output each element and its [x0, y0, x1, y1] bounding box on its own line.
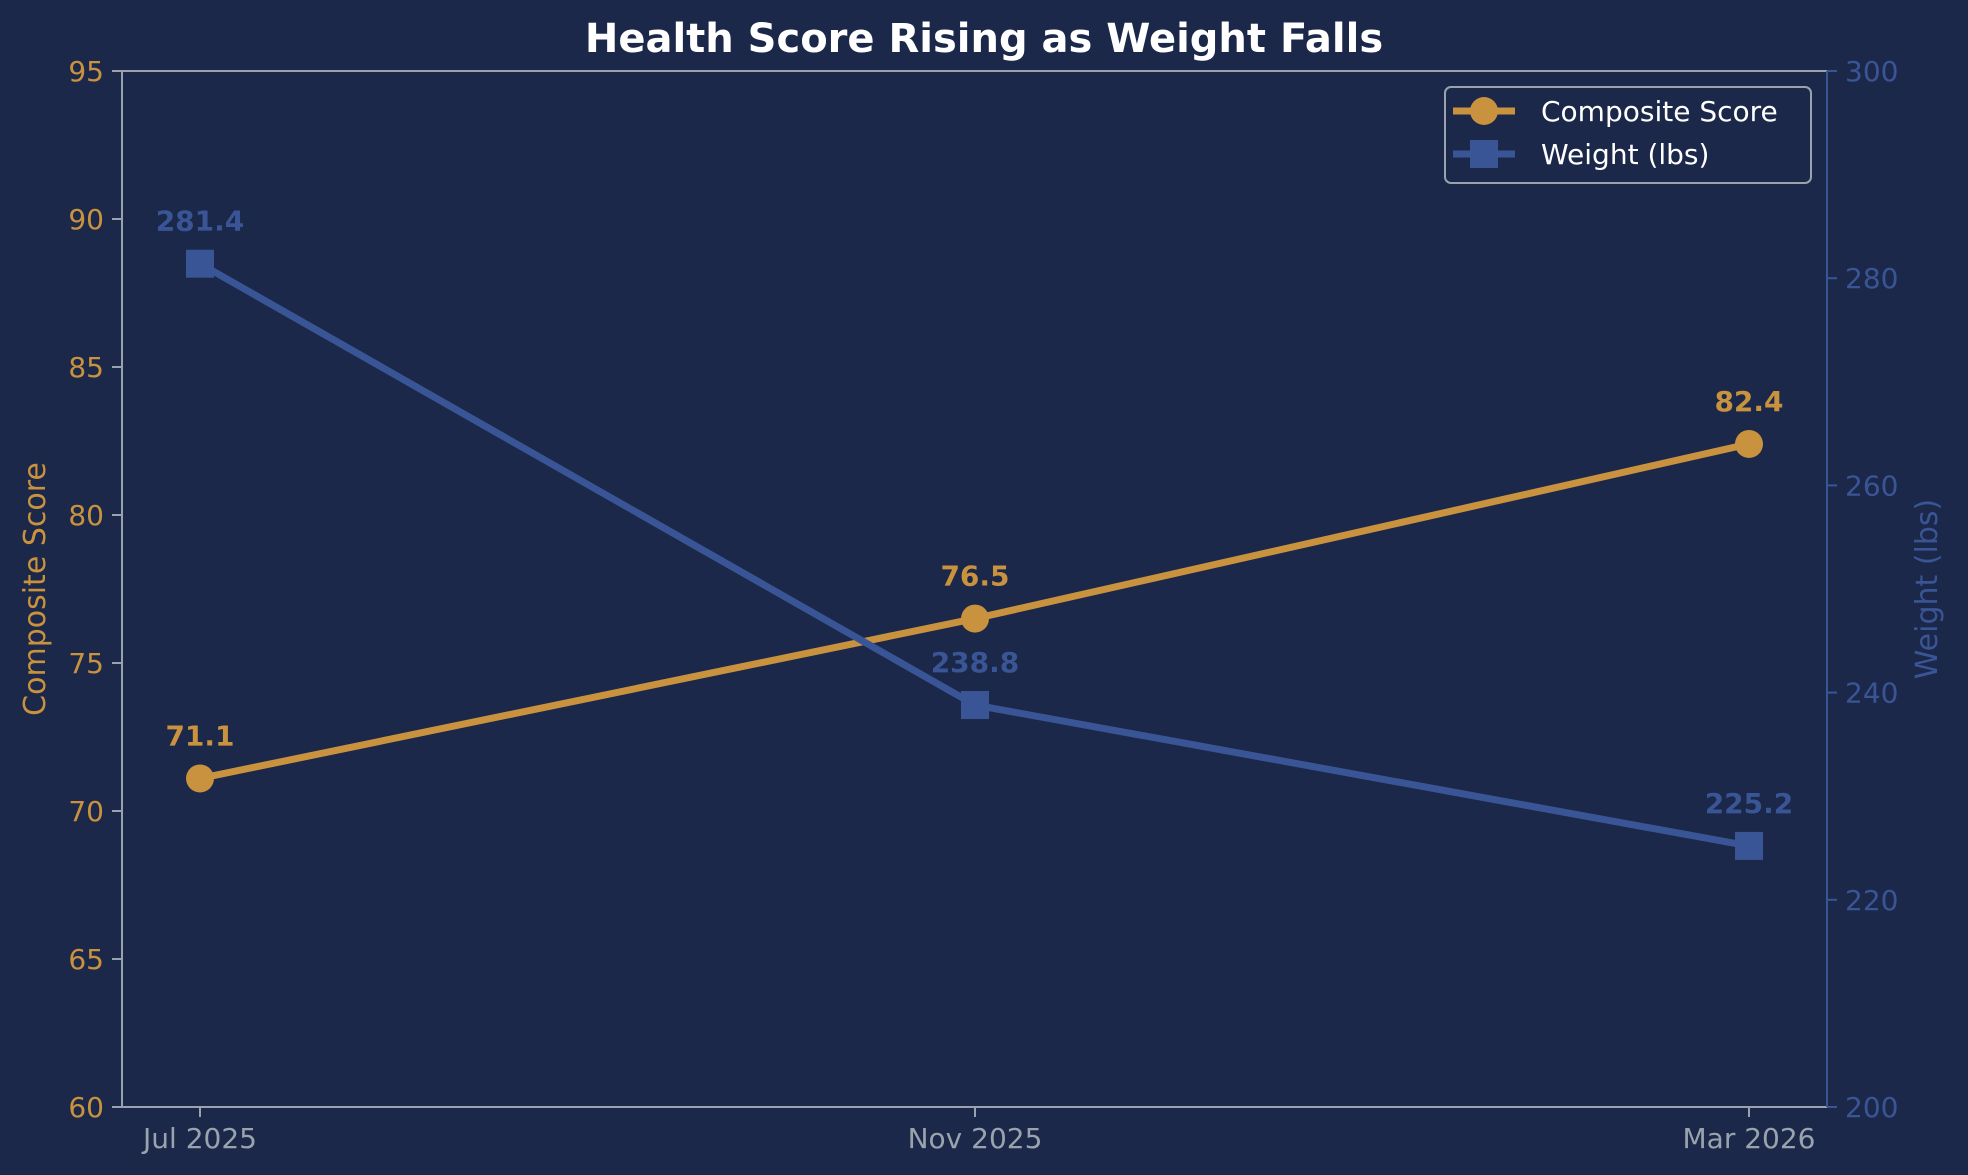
y-left-tick-label: 65: [68, 943, 104, 976]
weight-point: [1735, 831, 1763, 860]
x-tick-label: Mar 2026: [1683, 1122, 1816, 1155]
data-label: 71.1: [165, 719, 234, 752]
score-point: [961, 604, 989, 633]
legend-label: Weight (lbs): [1541, 138, 1709, 171]
legend-box: [1444, 86, 1812, 184]
y-left-tick-label: 90: [68, 203, 104, 236]
data-label: 82.4: [1714, 385, 1783, 418]
y-right-tick-label: 280: [1845, 262, 1898, 295]
legend-marker: [1470, 140, 1498, 168]
y-right-tick-label: 240: [1845, 677, 1898, 710]
y-right-tick-label: 300: [1845, 55, 1898, 88]
data-label: 238.8: [931, 646, 1020, 679]
y-right-axis-label: Weight (lbs): [1910, 499, 1945, 679]
y-left-tick-label: 80: [68, 499, 104, 532]
x-tick-label: Jul 2025: [141, 1122, 257, 1155]
y-right-tick-label: 220: [1845, 884, 1898, 917]
data-label: 281.4: [156, 205, 245, 238]
y-right-tick-label: 260: [1845, 469, 1898, 502]
y-right-tick-label: 200: [1845, 1091, 1898, 1124]
y-left-tick-label: 75: [68, 647, 104, 680]
y-left-tick-label: 70: [68, 795, 104, 828]
legend: Composite Score Weight (lbs): [1444, 86, 1812, 184]
x-tick-label: Nov 2025: [908, 1122, 1043, 1155]
weight-point: [186, 249, 214, 278]
legend-label: Composite Score: [1541, 95, 1778, 128]
y-left-axis-label: Composite Score: [18, 462, 53, 716]
score-point: [186, 764, 214, 793]
data-label: 225.2: [1705, 787, 1794, 820]
y-left-tick-label: 85: [68, 351, 104, 384]
series-layer: 71.1 76.5 82.4 281.4 238.8 225.2: [156, 205, 1794, 860]
chart-title: Health Score Rising as Weight Falls: [585, 16, 1383, 62]
y-left-tick-label: 60: [68, 1091, 104, 1124]
weight-point: [961, 691, 989, 720]
ticks-layer: 60 65 70 75 80 85 90 95 200 220 240 260 280 300 Jul 20…: [68, 55, 1898, 1155]
y-left-tick-label: 95: [68, 55, 104, 88]
data-label: 76.5: [940, 560, 1009, 593]
legend-marker: [1470, 97, 1498, 125]
score-point: [1735, 429, 1763, 458]
